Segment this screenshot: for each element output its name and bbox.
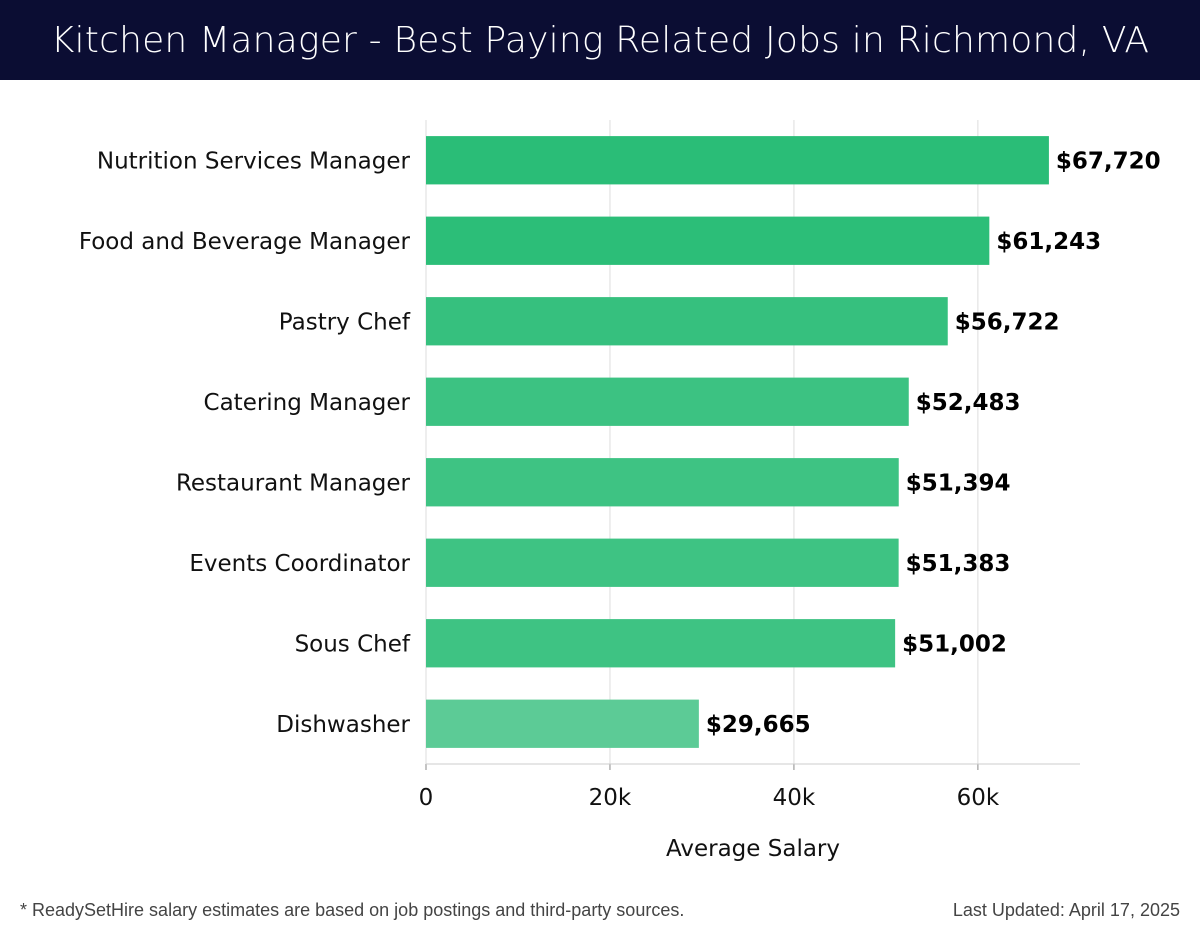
- x-tick-label: 0: [419, 785, 434, 811]
- category-label: Restaurant Manager: [176, 470, 411, 496]
- bar-chart: Nutrition Services Manager Food and Bever…: [79, 120, 1161, 862]
- bar: [426, 619, 896, 668]
- value-label: $61,243: [996, 229, 1101, 255]
- x-axis-title: Average Salary: [666, 836, 840, 862]
- bar: [426, 699, 699, 748]
- bars: [426, 136, 1049, 748]
- bar: [426, 538, 899, 587]
- chart-title: Kitchen Manager - Best Paying Related Jo…: [50, 19, 1150, 61]
- x-tick-label: 60k: [957, 785, 1000, 811]
- footnote: * ReadySetHire salary estimates are base…: [20, 900, 685, 920]
- category-labels: Nutrition Services Manager Food and Bever…: [79, 148, 411, 738]
- value-label: $67,720: [1056, 148, 1161, 174]
- bar: [426, 458, 899, 507]
- value-label: $51,394: [906, 470, 1011, 496]
- x-tick-label: 20k: [589, 785, 632, 811]
- bar: [426, 216, 990, 265]
- title-bar: Kitchen Manager - Best Paying Related Jo…: [0, 0, 1200, 80]
- last-updated: Last Updated: April 17, 2025: [952, 900, 1180, 920]
- x-axis: 0 20k 40k 60k: [419, 763, 1080, 811]
- value-label: $51,383: [906, 551, 1011, 577]
- category-label: Events Coordinator: [189, 551, 410, 577]
- category-label: Pastry Chef: [279, 309, 411, 335]
- category-label: Nutrition Services Manager: [97, 148, 411, 174]
- value-label: $51,002: [902, 631, 1007, 657]
- value-label: $29,665: [706, 712, 811, 738]
- category-label: Sous Chef: [295, 631, 411, 657]
- category-label: Food and Beverage Manager: [79, 229, 411, 255]
- category-label: Catering Manager: [204, 390, 411, 416]
- bar: [426, 297, 948, 346]
- bar: [426, 136, 1049, 185]
- value-label: $56,722: [955, 309, 1060, 335]
- x-tick-label: 40k: [773, 785, 816, 811]
- value-labels: $67,720 $61,243 $56,722 $52,483 $51,394 $51,3…: [706, 148, 1161, 738]
- category-label: Dishwasher: [276, 712, 410, 738]
- value-label: $52,483: [916, 390, 1021, 416]
- bar: [426, 377, 909, 426]
